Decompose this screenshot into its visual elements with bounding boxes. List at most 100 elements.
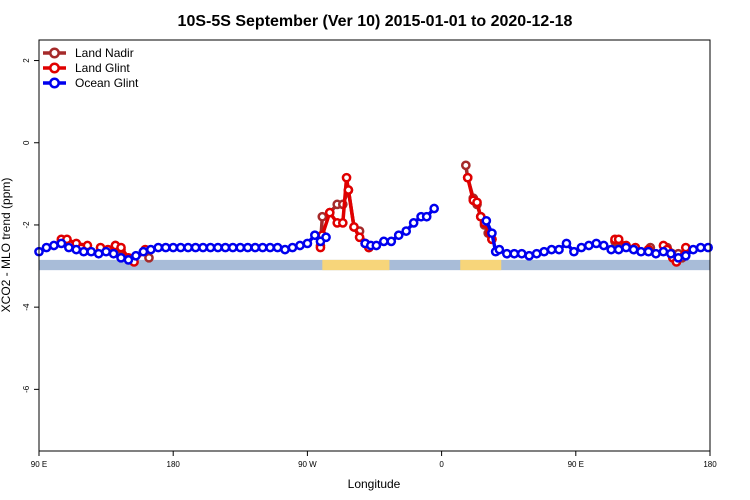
data-point xyxy=(673,252,684,263)
data-point xyxy=(227,242,238,253)
data-point xyxy=(680,250,691,261)
data-point xyxy=(501,248,512,259)
data-point xyxy=(153,242,164,253)
x-tick-label: 90 E xyxy=(568,460,584,469)
data-point xyxy=(265,242,275,253)
data-point xyxy=(317,211,328,222)
data-point xyxy=(680,242,691,253)
data-point xyxy=(337,218,348,228)
data-point xyxy=(349,222,359,232)
data-point xyxy=(183,242,193,253)
data-point xyxy=(86,246,97,257)
data-point xyxy=(257,242,268,253)
data-point xyxy=(598,240,609,251)
data-point xyxy=(93,248,104,259)
data-point xyxy=(371,240,382,251)
data-point xyxy=(472,197,482,208)
series-group xyxy=(34,160,713,267)
x-tick-label: 0 xyxy=(439,460,444,469)
legend-label: Land Nadir xyxy=(75,46,134,60)
x-tick-label: 180 xyxy=(167,460,181,469)
data-point xyxy=(666,248,676,259)
legend-swatch-marker xyxy=(49,77,60,89)
legend-item: Ocean Glint xyxy=(43,76,139,90)
data-point xyxy=(341,172,352,183)
data-point xyxy=(78,246,89,257)
legend-swatch-marker xyxy=(49,62,60,74)
legend-swatch-marker xyxy=(49,47,60,59)
data-point xyxy=(280,244,290,255)
data-point xyxy=(324,207,335,218)
data-point xyxy=(310,230,320,241)
data-point xyxy=(272,242,283,253)
data-point xyxy=(658,246,669,257)
plot-frame xyxy=(38,39,711,452)
x-tick-label: 180 xyxy=(703,460,717,469)
data-point xyxy=(509,248,520,259)
land-band xyxy=(322,259,390,271)
data-point xyxy=(190,242,201,253)
land-ocean-strip xyxy=(39,259,710,271)
series-line-segment xyxy=(346,188,356,229)
data-point xyxy=(287,242,298,253)
y-tick-label: -2 xyxy=(22,221,31,229)
data-point xyxy=(175,242,186,253)
data-point xyxy=(205,242,216,253)
data-point xyxy=(116,252,126,263)
data-point xyxy=(63,242,74,253)
y-axis: 2 0 -2 -4 -6 xyxy=(22,58,39,393)
data-point xyxy=(213,242,223,253)
data-point xyxy=(636,246,646,257)
data-point xyxy=(354,232,365,243)
land-band xyxy=(460,259,502,271)
data-point xyxy=(613,244,624,255)
data-point xyxy=(401,226,412,236)
data-point xyxy=(487,228,497,239)
data-point xyxy=(393,230,404,241)
data-point xyxy=(591,238,602,249)
x-axis-label: Longitude xyxy=(348,477,401,491)
data-point xyxy=(613,234,624,245)
data-point xyxy=(651,248,661,259)
legend-item: Land Nadir xyxy=(43,46,134,60)
data-point xyxy=(250,242,261,253)
data-point xyxy=(242,242,253,253)
data-point xyxy=(494,244,505,255)
y-tick-label: 0 xyxy=(22,140,31,145)
data-point xyxy=(516,248,527,259)
data-point xyxy=(343,185,354,195)
data-point xyxy=(116,242,126,253)
data-point xyxy=(606,244,617,255)
data-point xyxy=(101,246,111,257)
x-tick-label: 90 E xyxy=(31,460,47,469)
y-tick-label: -4 xyxy=(22,303,31,311)
legend-item: Land Glint xyxy=(43,61,130,75)
data-point xyxy=(643,246,654,257)
data-point xyxy=(138,246,149,257)
data-point xyxy=(695,242,706,253)
data-point xyxy=(462,172,473,183)
data-point xyxy=(576,242,587,253)
y-tick-label: -6 xyxy=(22,385,31,393)
data-point xyxy=(539,246,549,257)
legend-label: Ocean Glint xyxy=(75,76,139,90)
data-point xyxy=(421,211,432,222)
data-point xyxy=(302,238,313,249)
data-point xyxy=(198,242,208,253)
data-point xyxy=(295,240,305,251)
data-point xyxy=(703,242,713,253)
data-point xyxy=(71,244,82,255)
data-point xyxy=(49,240,59,251)
data-point xyxy=(561,238,572,249)
data-point xyxy=(108,248,119,259)
data-point xyxy=(621,242,631,253)
data-point xyxy=(220,242,231,253)
data-point xyxy=(569,246,579,257)
data-point xyxy=(131,250,141,261)
data-point xyxy=(460,160,471,171)
data-point xyxy=(145,244,156,255)
data-point xyxy=(378,236,389,247)
data-point xyxy=(583,240,594,251)
series-2 xyxy=(34,203,713,265)
